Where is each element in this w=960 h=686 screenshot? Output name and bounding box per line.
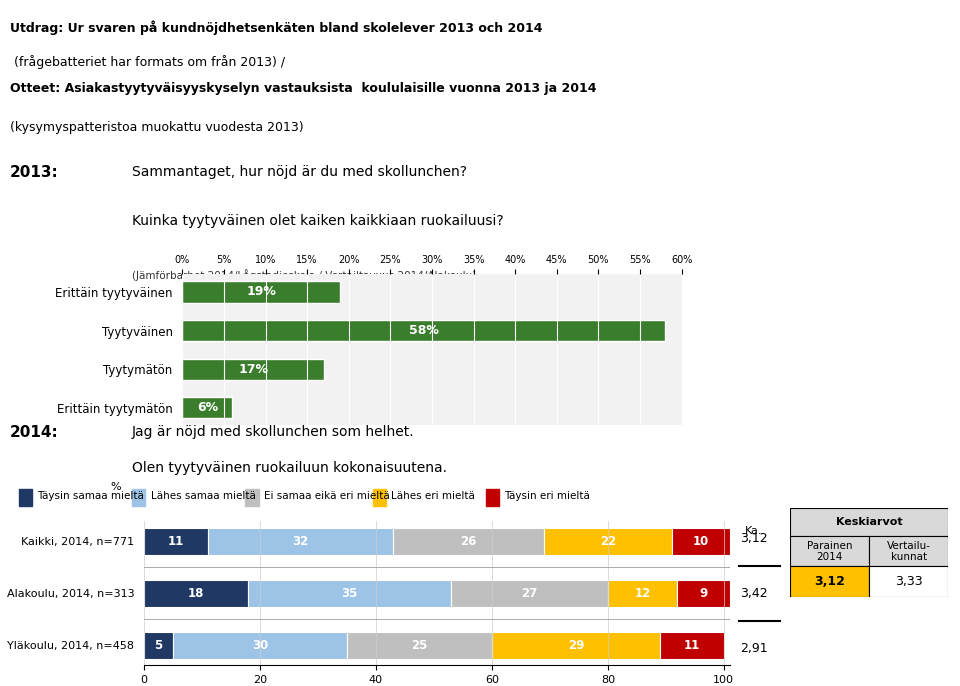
Bar bbox=[678, 580, 730, 607]
Bar bbox=[182, 359, 324, 380]
Text: Kuinka tyytyväinen olet kaiken kaikkiaan ruokailuusi?: Kuinka tyytyväinen olet kaiken kaikkiaan… bbox=[132, 214, 504, 228]
Text: 5: 5 bbox=[155, 639, 162, 652]
Bar bbox=[144, 632, 173, 659]
Bar bbox=[394, 528, 544, 555]
Text: 3,12: 3,12 bbox=[740, 532, 767, 545]
Bar bbox=[373, 489, 386, 506]
Text: 22: 22 bbox=[600, 535, 616, 548]
Text: Lähes samaa mieltä: Lähes samaa mieltä bbox=[151, 491, 255, 501]
Bar bbox=[608, 580, 678, 607]
Text: 32: 32 bbox=[293, 535, 309, 548]
Text: 19%: 19% bbox=[247, 285, 276, 298]
Bar bbox=[144, 580, 249, 607]
Bar bbox=[790, 536, 870, 567]
Bar bbox=[790, 508, 948, 536]
Text: 17%: 17% bbox=[238, 363, 268, 376]
Bar bbox=[144, 528, 207, 555]
Text: 18: 18 bbox=[188, 587, 204, 600]
Text: 3,12: 3,12 bbox=[814, 575, 845, 588]
Text: 11: 11 bbox=[684, 639, 700, 652]
Text: 9: 9 bbox=[700, 587, 708, 600]
Text: 12: 12 bbox=[635, 587, 651, 600]
Bar bbox=[486, 489, 499, 506]
Text: 2014:: 2014: bbox=[10, 425, 59, 440]
Text: (Jämförbarhet 2014/Lågstadieskola / Vertailtavuus 2014/Alakoulu): (Jämförbarhet 2014/Lågstadieskola / Vert… bbox=[132, 269, 476, 281]
Text: Vertailu-
kunnat: Vertailu- kunnat bbox=[887, 541, 931, 562]
Bar bbox=[182, 397, 232, 418]
Bar bbox=[182, 320, 665, 341]
Bar bbox=[132, 489, 145, 506]
Text: 3,42: 3,42 bbox=[740, 587, 767, 600]
Text: 35: 35 bbox=[342, 587, 358, 600]
Bar bbox=[249, 580, 451, 607]
Text: Utdrag: Ur svaren på kundnöjdhetsenkäten bland skolelever 2013 och 2014: Utdrag: Ur svaren på kundnöjdhetsenkäten… bbox=[10, 21, 542, 35]
Text: 11: 11 bbox=[168, 535, 184, 548]
Bar bbox=[544, 528, 672, 555]
Text: Keskiarvot: Keskiarvot bbox=[836, 517, 902, 527]
Text: Olen tyytyväinen ruokailuun kokonaisuutena.: Olen tyytyväinen ruokailuun kokonaisuute… bbox=[132, 461, 447, 475]
Text: 29: 29 bbox=[567, 639, 584, 652]
Bar bbox=[451, 580, 608, 607]
Text: 2,91: 2,91 bbox=[740, 642, 767, 655]
Bar bbox=[492, 632, 660, 659]
Text: Täysin eri mieltä: Täysin eri mieltä bbox=[504, 491, 590, 501]
Text: 2013:: 2013: bbox=[10, 165, 59, 180]
Bar bbox=[207, 528, 394, 555]
Bar bbox=[870, 536, 948, 567]
Text: Ka.: Ka. bbox=[745, 525, 762, 536]
Text: 26: 26 bbox=[461, 535, 477, 548]
Text: Lähes eri mieltä: Lähes eri mieltä bbox=[392, 491, 475, 501]
Text: 30: 30 bbox=[252, 639, 268, 652]
Text: %: % bbox=[110, 482, 121, 492]
Text: Otteet: Asiakastyytyväisyyskyselyn vastauksista  koululaisille vuonna 2013 ja 20: Otteet: Asiakastyytyväisyyskyselyn vasta… bbox=[10, 82, 596, 95]
Bar bbox=[19, 489, 33, 506]
Bar bbox=[173, 632, 347, 659]
Text: 6%: 6% bbox=[197, 401, 218, 414]
Text: 25: 25 bbox=[411, 639, 427, 652]
Text: 3,33: 3,33 bbox=[895, 575, 923, 588]
Text: (kysymyspatteristoa muokattu vuodesta 2013): (kysymyspatteristoa muokattu vuodesta 20… bbox=[10, 121, 303, 134]
Text: (frågebatteriet har formats om från 2013) /: (frågebatteriet har formats om från 2013… bbox=[10, 55, 285, 69]
Text: Sammantaget, hur nöjd är du med skollunchen?: Sammantaget, hur nöjd är du med skollunc… bbox=[132, 165, 467, 178]
Bar bbox=[660, 632, 724, 659]
Bar bbox=[347, 632, 492, 659]
Text: 10: 10 bbox=[692, 535, 708, 548]
Text: 58%: 58% bbox=[409, 324, 439, 337]
Text: Jag är nöjd med skollunchen som helhet.: Jag är nöjd med skollunchen som helhet. bbox=[132, 425, 415, 439]
Text: Täysin samaa mieltä: Täysin samaa mieltä bbox=[37, 491, 144, 501]
Bar bbox=[672, 528, 730, 555]
Text: Parainen
2014: Parainen 2014 bbox=[807, 541, 852, 562]
Text: Ei samaa eikä eri mieltä: Ei samaa eikä eri mieltä bbox=[264, 491, 390, 501]
Text: 27: 27 bbox=[521, 587, 538, 600]
Bar bbox=[870, 567, 948, 597]
Bar bbox=[182, 281, 341, 303]
Bar bbox=[246, 489, 258, 506]
Bar bbox=[790, 567, 870, 597]
